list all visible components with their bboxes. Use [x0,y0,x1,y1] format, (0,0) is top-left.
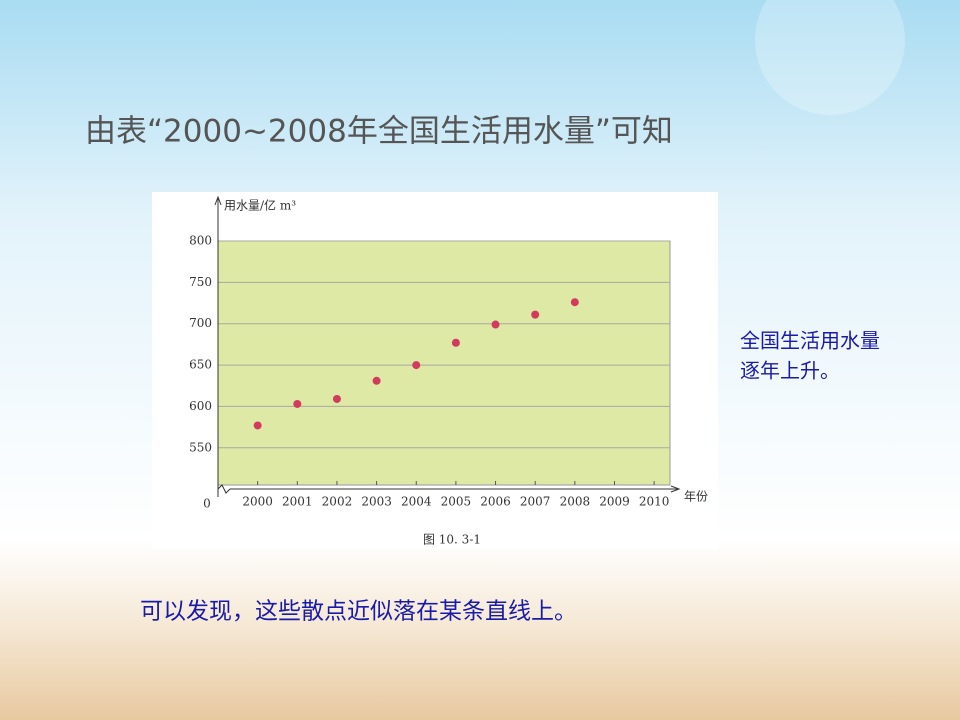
y-tick-label: 700 [189,316,212,330]
y-tick-label: 600 [189,399,212,413]
y-tick-label: 650 [189,358,212,372]
y-tick-label: 750 [189,275,212,289]
point [372,376,381,385]
caption: 图 10. 3-1 [423,533,481,547]
axis-break [217,484,231,494]
point [253,421,262,430]
y-tick-label: 800 [189,234,212,248]
note-line: 逐年上升。 [740,359,840,383]
point [451,338,460,347]
x-tick-label: 2002 [322,495,353,509]
x-tick-label: 2006 [480,495,511,509]
y-axis-label: 用水量/亿 m³ [224,198,296,213]
origin-label: 0 [203,497,211,511]
sun-glow [755,0,905,115]
point [332,394,341,403]
point [531,310,540,319]
x-tick-label: 2004 [401,495,432,509]
y-tick-label: 550 [189,440,212,454]
slide-title: 由表“2000~2008年全国生活用水量”可知 [85,114,673,150]
x-tick-label: 2005 [441,495,472,509]
point [570,298,579,307]
plot-area [217,240,671,486]
x-tick-label: 2000 [242,495,273,509]
conclusion: 可以发现，这些散点近似落在某条直线上。 [140,599,577,625]
x-tick-label: 2009 [599,495,630,509]
chart: 550 600 650 700 750 800 2000 2001 2002 2003 2004 20… [189,195,708,547]
y-axis-arrow [214,195,222,206]
x-tick-label: 2007 [520,495,551,509]
x-tick-label: 2001 [282,495,313,509]
x-axis-label: 年份 [684,490,708,504]
point [412,361,421,370]
note-line: 全国生活用水量 [740,329,880,353]
x-axis-arrow [670,485,681,493]
point [491,320,500,329]
point [293,399,302,408]
x-tick-label: 2003 [361,495,392,509]
x-tick-label: 2010 [639,495,670,509]
x-tick-label: 2008 [560,495,591,509]
